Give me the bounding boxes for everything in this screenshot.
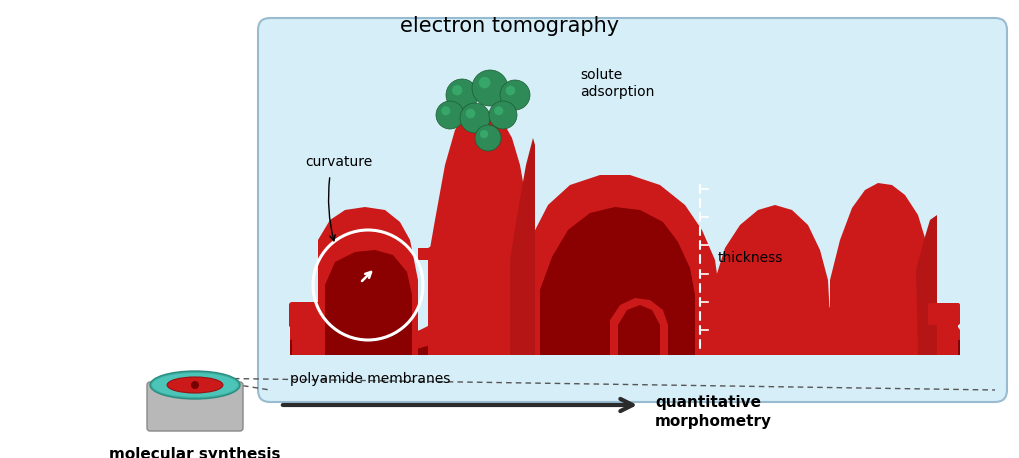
Circle shape	[441, 106, 449, 115]
Polygon shape	[829, 183, 936, 355]
Polygon shape	[934, 315, 957, 355]
FancyBboxPatch shape	[288, 302, 353, 328]
Polygon shape	[539, 207, 694, 355]
Text: quantitative
morphometry: quantitative morphometry	[654, 395, 771, 429]
Circle shape	[480, 130, 488, 138]
Ellipse shape	[150, 371, 239, 399]
Polygon shape	[609, 298, 667, 355]
Polygon shape	[428, 110, 535, 355]
Polygon shape	[291, 318, 350, 355]
Polygon shape	[520, 175, 719, 355]
Text: molecular synthesis: molecular synthesis	[109, 447, 280, 458]
Circle shape	[494, 106, 502, 115]
Text: curvature: curvature	[305, 155, 372, 169]
Circle shape	[499, 80, 530, 110]
Circle shape	[191, 381, 199, 389]
Polygon shape	[325, 250, 412, 355]
FancyBboxPatch shape	[927, 303, 959, 325]
Circle shape	[505, 86, 515, 95]
FancyBboxPatch shape	[147, 382, 243, 431]
Circle shape	[488, 101, 517, 129]
Circle shape	[451, 85, 462, 95]
Circle shape	[435, 101, 464, 129]
Ellipse shape	[152, 373, 237, 397]
Polygon shape	[714, 205, 832, 355]
Circle shape	[475, 125, 500, 151]
Polygon shape	[418, 218, 539, 260]
Polygon shape	[289, 300, 959, 355]
Circle shape	[460, 103, 489, 133]
Circle shape	[472, 70, 507, 106]
Polygon shape	[289, 335, 959, 355]
Circle shape	[478, 77, 490, 88]
FancyBboxPatch shape	[258, 18, 1006, 402]
Polygon shape	[318, 207, 418, 355]
Ellipse shape	[167, 377, 223, 393]
Text: thickness: thickness	[717, 251, 783, 265]
Polygon shape	[618, 305, 659, 355]
Circle shape	[445, 79, 478, 111]
Ellipse shape	[332, 265, 403, 355]
Text: solute
adsorption: solute adsorption	[580, 68, 654, 99]
Polygon shape	[915, 215, 936, 355]
Text: polyamide membranes: polyamide membranes	[289, 372, 450, 386]
Circle shape	[466, 109, 475, 118]
Text: electron tomography: electron tomography	[400, 16, 619, 36]
Polygon shape	[510, 138, 535, 355]
